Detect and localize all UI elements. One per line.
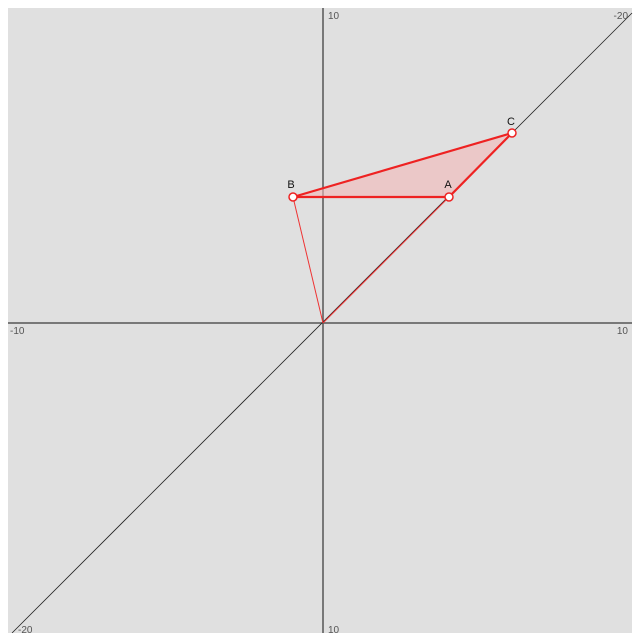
segment-origin-a — [322, 196, 450, 324]
axis-label: 10 — [328, 625, 340, 633]
point-label: B — [287, 179, 294, 191]
point-label: C — [507, 116, 515, 128]
axis-label: 10 — [328, 11, 340, 22]
diagonal-line — [11, 12, 633, 633]
segment-ac — [448, 132, 513, 198]
segment-bc — [292, 131, 513, 199]
axis-label: -10 — [10, 326, 25, 337]
plot-area — [8, 8, 632, 633]
point-c[interactable] — [507, 128, 517, 138]
axis-label: -20 — [18, 625, 33, 633]
point-label: A — [444, 179, 452, 191]
point-a[interactable] — [444, 192, 454, 202]
axis-label: 10 — [617, 326, 629, 337]
segment-origin-b — [292, 196, 324, 324]
axis-label: -20 — [614, 11, 629, 22]
point-b[interactable] — [288, 192, 298, 202]
